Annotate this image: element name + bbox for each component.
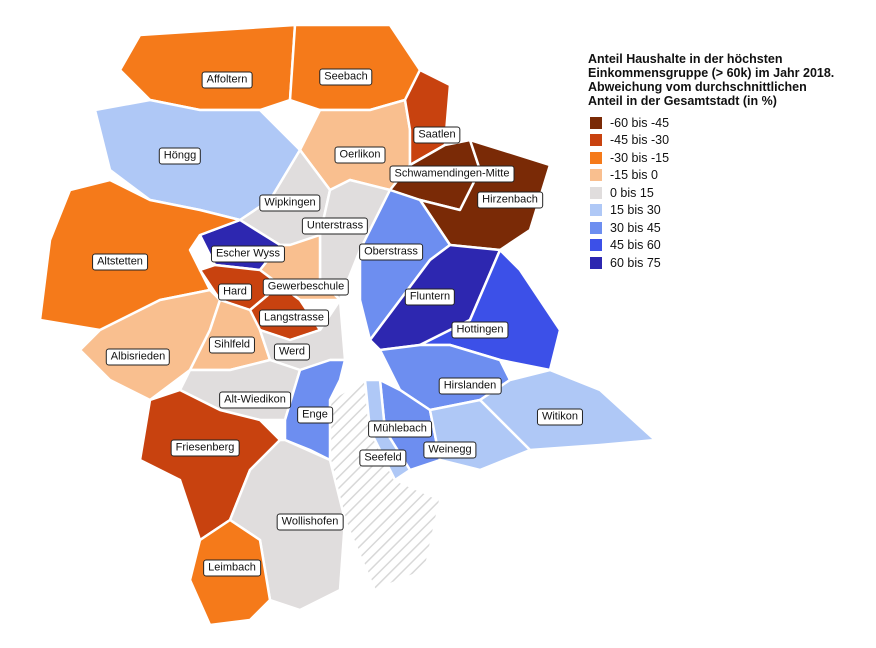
district-label: Weinegg <box>423 441 477 459</box>
legend-label: 30 bis 45 <box>610 220 661 235</box>
district-label: Hottingen <box>451 321 509 339</box>
district-label: Friesenberg <box>170 439 240 457</box>
district-label: Altstetten <box>92 253 148 271</box>
legend-item: 45 bis 60 <box>588 237 868 255</box>
district-label: Oberstrass <box>359 243 423 261</box>
district-label: Wipkingen <box>259 194 321 212</box>
district-label: Alt-Wiedikon <box>219 391 291 409</box>
district-label: Saatlen <box>413 126 461 144</box>
legend-swatch <box>590 256 602 269</box>
legend-swatch <box>590 134 602 147</box>
legend-title: Anteil in der Gesamtstadt (in %) <box>588 94 777 108</box>
district-label: Sihlfeld <box>208 336 256 354</box>
legend-label: 15 bis 30 <box>610 203 661 218</box>
districts <box>38 23 657 627</box>
legend-label: -60 bis -45 <box>610 115 670 130</box>
legend-item: -60 bis -45 <box>588 114 868 132</box>
district-label: Werd <box>273 343 311 361</box>
district-label: Enge <box>297 406 333 424</box>
district-label: Wollishofen <box>276 513 344 531</box>
district <box>118 23 297 112</box>
district-label: Mühlebach <box>368 420 432 438</box>
district-label: Seefeld <box>359 449 407 467</box>
legend-item: 30 bis 45 <box>588 219 868 237</box>
district-label: Oerlikon <box>334 146 386 164</box>
district-label: Gewerbeschule <box>262 278 350 296</box>
legend-swatch <box>590 151 602 164</box>
district-label: Hirslanden <box>438 377 502 395</box>
district-label: Affoltern <box>201 71 253 89</box>
legend-item: -45 bis -30 <box>588 132 868 150</box>
legend-label: -15 bis 0 <box>610 168 658 183</box>
district-label: Höngg <box>158 147 202 165</box>
legend-swatch <box>590 186 602 199</box>
district-label: Langstrasse <box>259 309 329 327</box>
legend-title: Anteil Haushalte in der höchsten <box>588 52 783 66</box>
district-label: Albisrieden <box>105 348 171 366</box>
legend-label: 60 bis 75 <box>610 255 661 270</box>
legend-swatch <box>590 116 602 129</box>
legend: Anteil Haushalte in der höchsten Einkomme… <box>588 52 868 272</box>
legend-title: Abweichung vom durchschnittlichen <box>588 80 807 94</box>
legend-item: -30 bis -15 <box>588 149 868 167</box>
district-label: Escher Wyss <box>210 245 286 263</box>
district-label: Leimbach <box>203 559 261 577</box>
legend-swatch <box>590 204 602 217</box>
legend-label: -30 bis -15 <box>610 150 670 165</box>
legend-swatch <box>590 239 602 252</box>
legend-item: -15 bis 0 <box>588 167 868 185</box>
legend-title: Einkommensgruppe (> 60k) im Jahr 2018. <box>588 66 835 80</box>
legend-label: 0 bis 15 <box>610 185 654 200</box>
district-label: Seebach <box>319 68 373 86</box>
legend-label: -45 bis -30 <box>610 133 670 148</box>
legend-label: 45 bis 60 <box>610 238 661 253</box>
district-label: Hirzenbach <box>477 191 543 209</box>
legend-swatch <box>590 169 602 182</box>
district-label: Schwamendingen-Mitte <box>389 165 515 183</box>
legend-item: 0 bis 15 <box>588 184 868 202</box>
district-label: Fluntern <box>404 288 456 306</box>
legend-swatch <box>590 221 602 234</box>
district-label: Unterstrass <box>301 217 369 235</box>
legend-item: 60 bis 75 <box>588 254 868 272</box>
district-label: Hard <box>218 283 252 301</box>
district-label: Witikon <box>536 408 584 426</box>
district <box>288 23 422 112</box>
legend-item: 15 bis 30 <box>588 202 868 220</box>
